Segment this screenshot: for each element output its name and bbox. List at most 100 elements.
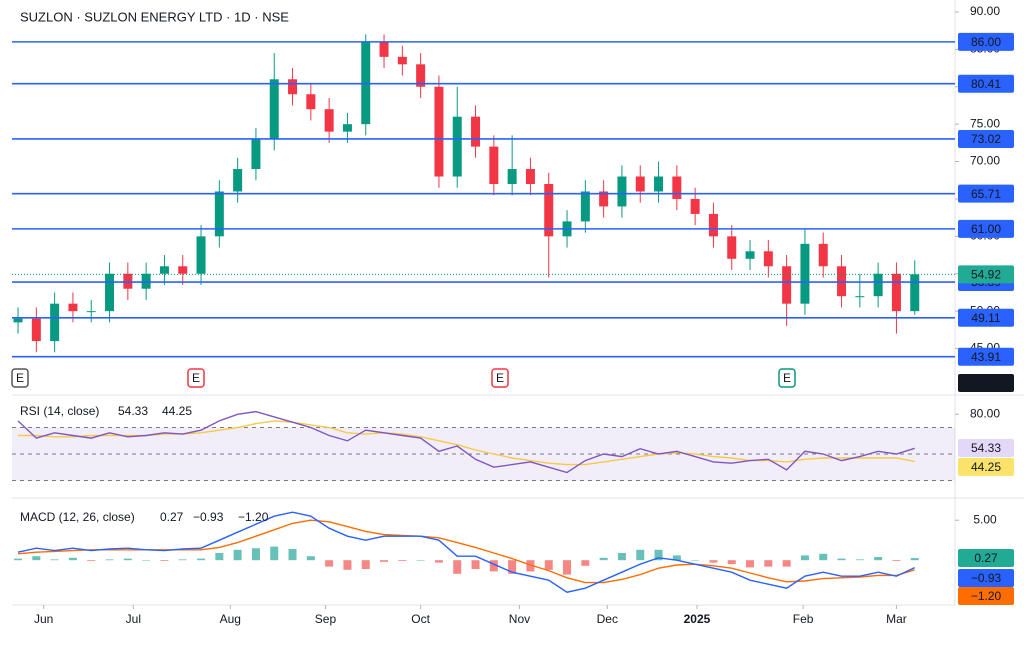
histogram-bar [819, 553, 828, 561]
last-value-box [958, 439, 1014, 457]
histogram-bar [325, 560, 334, 567]
histogram-bar [123, 558, 132, 561]
histogram-bar [489, 560, 498, 572]
level-label: 43.91 [971, 350, 1001, 364]
candle-body [178, 266, 188, 274]
extra-label: 38.80 [971, 376, 1001, 390]
last-price-label: 54.92 [971, 268, 1001, 282]
histogram-bar [471, 560, 480, 569]
last-value-box [958, 458, 1014, 476]
histogram-bar [270, 546, 279, 561]
rsi-line [18, 420, 915, 466]
legend-value: 54.33 [118, 404, 148, 418]
level-label: 73.02 [971, 132, 1001, 146]
candle-body [416, 64, 426, 87]
histogram-bar [398, 560, 407, 561]
candle-body [855, 296, 865, 298]
candle-body [159, 266, 169, 274]
candle-body [434, 86, 444, 177]
candle-body [745, 251, 755, 259]
last-value-box [958, 587, 1014, 605]
x-tick-label: Feb [793, 612, 814, 626]
histogram-bar [68, 557, 77, 561]
event-label: E [192, 371, 200, 385]
level-label-box [958, 308, 1014, 327]
x-tick-label: Nov [509, 612, 530, 626]
level-label: 80.41 [971, 77, 1001, 91]
candle-body [233, 169, 243, 192]
last-value: −0.93 [971, 571, 1002, 585]
level-label: 61.00 [971, 222, 1001, 236]
candle-body [196, 236, 206, 274]
candle-body [800, 243, 810, 304]
candle-body [105, 273, 115, 312]
level-label-box [958, 74, 1014, 93]
histogram-bar [892, 560, 901, 561]
event-marker [187, 368, 205, 388]
candle-body [672, 176, 682, 199]
candle-body [910, 274, 920, 312]
candle-body [891, 273, 901, 312]
last-value-box [958, 569, 1014, 587]
rsi-line [17, 410, 915, 474]
candle-body [342, 124, 352, 132]
legend-value: 0.27 [160, 510, 184, 524]
histogram-bar [654, 549, 663, 561]
event-label: E [16, 371, 24, 385]
event-marker [778, 368, 796, 388]
candle-body [141, 273, 151, 289]
candle-body [873, 273, 883, 297]
candle-body [837, 266, 847, 297]
legend-value: −0.93 [193, 510, 224, 524]
candle-body [617, 176, 627, 207]
histogram-bar [14, 558, 23, 561]
histogram-bar [764, 560, 773, 567]
histogram-bar [251, 548, 260, 561]
histogram-bar [288, 549, 297, 561]
candle-body [507, 169, 517, 184]
histogram-bar [672, 555, 681, 561]
histogram-bar [87, 560, 96, 561]
x-tick-label: Dec [597, 612, 618, 626]
x-tick-label: Aug [220, 612, 241, 626]
candle-body [489, 146, 499, 184]
candle-body [544, 183, 554, 237]
pane-title: RSI (14, close) [20, 404, 99, 418]
candle-body [471, 116, 481, 147]
candle-body [68, 303, 78, 312]
candle-body [379, 41, 389, 57]
candle-body [452, 116, 462, 177]
level-label-box [958, 184, 1014, 203]
histogram-bar [599, 557, 608, 561]
last-value-box [958, 549, 1014, 567]
histogram-bar [453, 560, 462, 574]
candle-body [654, 176, 664, 192]
header-title: SUZLON · SUZLON ENERGY LTD · 1D · NSE [20, 9, 289, 24]
y-tick-label: 75.00 [970, 116, 1000, 130]
candle-body [727, 236, 737, 259]
candle-body [251, 139, 261, 170]
x-tick-label: Oct [411, 612, 430, 626]
histogram-bar [32, 556, 41, 561]
last-value: 54.33 [971, 441, 1001, 455]
histogram-bar [874, 557, 883, 561]
candle-body [782, 266, 792, 304]
histogram-bar [855, 559, 864, 561]
histogram-bar [581, 560, 590, 566]
legend-value: 44.25 [162, 404, 192, 418]
plot: 45.0050.0055.0060.0065.0070.0075.0080.00… [11, 4, 1014, 626]
histogram-bar [361, 560, 370, 569]
level-label-box [958, 347, 1014, 366]
extra-label-box [958, 374, 1014, 392]
candle-body [690, 198, 700, 214]
level-label: 86.00 [971, 35, 1001, 49]
histogram-bar [508, 560, 517, 574]
histogram-bar [380, 560, 389, 562]
histogram-bar [709, 560, 718, 563]
y-tick-label: 80.00 [970, 406, 1000, 420]
candle-body [324, 109, 334, 132]
x-tick-label: Jul [126, 612, 141, 626]
histogram-bar [142, 560, 151, 561]
